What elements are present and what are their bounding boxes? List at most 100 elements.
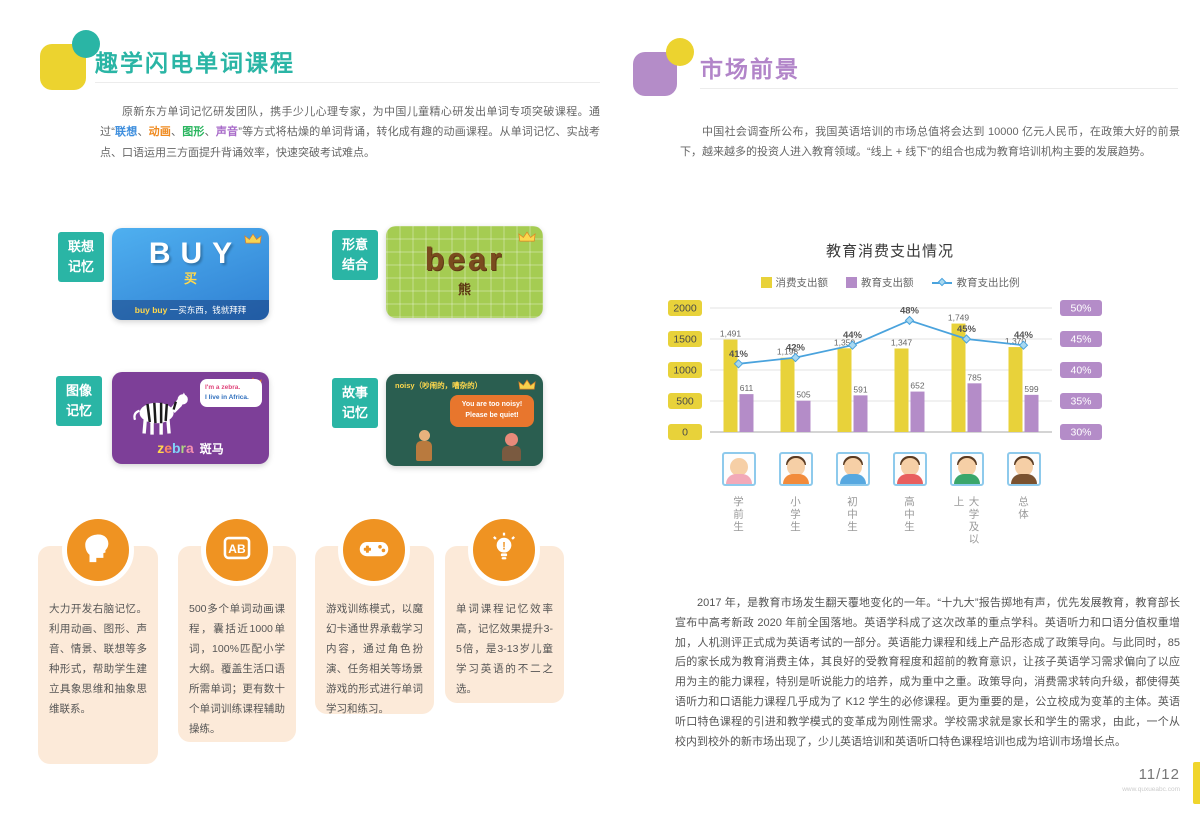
svg-text:AB: AB [228, 541, 246, 555]
line-marker-icon [931, 277, 952, 287]
title-rule [700, 88, 1178, 89]
feature-text: 500多个单词动画课程，囊括近1000单词，100%匹配小学大纲。覆盖生活口语所… [189, 603, 285, 735]
card-word-row: zebra 斑马 [112, 440, 269, 458]
left-axis-tick-box [668, 393, 702, 409]
card-word: BUY [148, 237, 243, 270]
deco-circle-teal [72, 30, 100, 58]
highlight-word: 联想 [114, 126, 138, 139]
left-axis-tick-box [668, 362, 702, 378]
yellow-bar-swatch-icon [760, 277, 772, 288]
crown-logo-icon [518, 379, 536, 397]
card-word-cn: 熊 [457, 282, 471, 297]
cartoon-character-icon [416, 430, 432, 461]
legend-label: 教育支出比例 [956, 277, 1020, 289]
education-expenditure-chart: 教育消费支出情况 消费支出额 教育支出额 教育支出比例 0 500 1000 1500… [660, 240, 1120, 444]
svg-text:1,347: 1,347 [891, 337, 913, 347]
category-label: 小学生 [789, 496, 801, 534]
bar-消费支出额 [894, 348, 909, 432]
bar-教育支出额 [796, 400, 811, 432]
svg-text:785: 785 [967, 372, 981, 382]
bar-教育支出额 [967, 383, 982, 432]
bubble-text: Please be quiet! [465, 411, 519, 419]
legend-label: 教育支出额 [861, 277, 914, 289]
svg-text:45%: 45% [957, 324, 977, 335]
zebra-illustration-icon [120, 388, 200, 443]
line-marker [1018, 340, 1029, 350]
intro-text: 原新东方单词记忆研发团队，携手少儿心理专家，为中国儿童精心研发出单词专项突破课程… [100, 106, 600, 139]
svg-text:41%: 41% [729, 349, 749, 360]
market-analysis-paragraph: 2017 年，是教育市场发生翻天覆地变化的一年。“十九大”报告掷地有声，优先发展… [675, 597, 1180, 748]
feature-circle-efficiency: ! [468, 514, 540, 586]
card-tag-image-memory: 图像 记忆 [56, 376, 102, 427]
intro-highlight-words: 联想、动画、图形、声音 [114, 126, 239, 139]
category-label: 高中生 [903, 496, 915, 534]
student-avatar-icon [995, 452, 1052, 486]
category-label: 学前生 [732, 496, 744, 534]
svg-text:611: 611 [740, 383, 754, 393]
bar-教育支出额 [853, 395, 868, 432]
feature-circle-game [338, 514, 410, 586]
line-marker [733, 359, 744, 369]
student-avatar-icon [938, 452, 995, 486]
svg-text:2000: 2000 [673, 303, 697, 315]
svg-text:1,370: 1,370 [1005, 336, 1027, 346]
feature-text: 大力开发右脑记忆。利用动画、图形、声音、情景、联想等多种形式，帮助学生建立具象思… [49, 603, 147, 715]
lightbulb-icon: ! [487, 531, 521, 570]
bubble-text: I live in Africa. [205, 393, 249, 401]
svg-text:1,198: 1,198 [777, 347, 799, 357]
svg-text:44%: 44% [1014, 330, 1034, 341]
student-avatar-icon [881, 452, 938, 486]
bubble-text: I'm a zebra. [205, 384, 241, 391]
chart-legend: 消费支出额 教育支出额 教育支出比例 [660, 275, 1120, 290]
legend-item: 教育支出比例 [931, 275, 1020, 290]
head-profile-icon [81, 531, 115, 570]
highlight-word: 图形 [182, 126, 205, 139]
svg-text:1,350: 1,350 [834, 337, 856, 347]
page-number: 11/12 [1138, 766, 1180, 783]
deco-circle-yellow [666, 38, 694, 66]
bar-消费支出额 [1008, 347, 1023, 432]
feature-text: 单词课程记忆效率高，记忆效果提升3-5倍，是3-13岁儿童学习英语的不二之选。 [456, 603, 553, 695]
bar-教育支出额 [739, 394, 754, 432]
svg-text:30%: 30% [1070, 427, 1091, 439]
category-label: 大学及以上 [952, 496, 980, 546]
noisy-story-card: noisy（吵闹的，嘈杂的） You are too noisy! Please… [386, 374, 543, 466]
intro-text: ”等方式将枯燥的单词背诵，转化成有趣的动画课程。从单词记忆、实战考点、口语运用三… [100, 126, 601, 159]
ab-flashcard-icon: AB [220, 531, 254, 570]
svg-text:599: 599 [1024, 384, 1038, 394]
buy-word-card: BUY 买 buy buy 一买东西，钱就拜拜 [112, 228, 269, 320]
bar-消费支出额 [837, 348, 852, 432]
svg-text:652: 652 [910, 381, 924, 391]
category-label: 初中生 [846, 496, 858, 534]
svg-text:591: 591 [853, 384, 867, 394]
right-page-title: 市场前景 [700, 56, 800, 82]
bar-消费支出额 [951, 323, 966, 432]
left-axis-tick-box [668, 424, 702, 440]
svg-text:1000: 1000 [673, 365, 697, 377]
card-word-cn: 斑马 [199, 442, 224, 456]
student-avatar-icon [710, 452, 767, 486]
svg-text:0: 0 [682, 427, 688, 439]
svg-text:505: 505 [796, 390, 810, 400]
ratio-line [738, 319, 1024, 365]
student-avatar-icon [824, 452, 881, 486]
zebra-word-card: I'm a zebra. I live in Africa. zebra 斑马 [112, 372, 269, 464]
line-marker [961, 334, 972, 344]
title-rule [95, 82, 600, 83]
left-axis-tick-box [668, 300, 702, 316]
page-edge-tab [1193, 762, 1200, 804]
svg-text:500: 500 [676, 396, 694, 408]
card-tag-shape-meaning: 形意 结合 [332, 230, 378, 281]
stylized-word: zebra [157, 440, 194, 456]
card-word: bear [424, 241, 505, 277]
card-word-tag: noisy（吵闹的，嘈杂的） [395, 381, 483, 390]
line-marker [904, 315, 915, 326]
right-intro-paragraph: 中国社会调查所公布，我国英语培训的市场总值将会达到 10000 亿元人民币，在政… [680, 126, 1180, 159]
bear-word-card: bear 熊 [386, 226, 543, 318]
bar-教育支出额 [910, 391, 925, 432]
svg-text:44%: 44% [843, 330, 863, 341]
svg-text:1500: 1500 [673, 334, 697, 346]
right-axis-tick-box [1060, 362, 1102, 378]
right-axis-tick-box [1060, 424, 1102, 440]
